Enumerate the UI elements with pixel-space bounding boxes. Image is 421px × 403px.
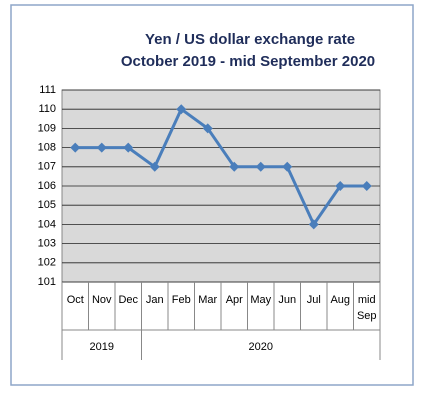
x-tick-label: Nov: [91, 294, 112, 306]
x-tick-label: mid Sep: [356, 294, 377, 322]
x-tick-label: Aug: [330, 294, 351, 306]
y-tick-label: 102: [38, 257, 56, 269]
x-tick-label: Mar: [198, 294, 218, 306]
marker: [202, 123, 213, 134]
x-tick-label: May: [250, 294, 272, 306]
marker: [282, 161, 293, 172]
x-tick-label: Jan: [145, 294, 164, 306]
y-tick-label: 108: [38, 142, 56, 154]
marker: [176, 104, 187, 115]
x-tick-label: Jun: [278, 294, 297, 306]
group-label: 2020: [249, 341, 273, 353]
x-tick-label: Jul: [306, 294, 321, 306]
y-tick-label: 101: [38, 276, 56, 288]
x-tick-label: Oct: [66, 294, 84, 306]
y-tick-label: 111: [39, 84, 56, 96]
marker: [255, 161, 266, 172]
x-tick-label: Dec: [118, 294, 139, 306]
group-label: 2019: [90, 341, 114, 353]
y-tick-label: 105: [38, 199, 56, 211]
y-tick-label: 110: [38, 103, 56, 115]
marker: [96, 142, 107, 153]
marker: [361, 181, 372, 191]
y-tick-label: 103: [38, 238, 56, 250]
chart-subtitle: October 2019 - mid September 2020: [121, 53, 375, 70]
x-tick-label: Apr: [225, 294, 243, 306]
marker: [123, 142, 134, 153]
y-tick-label: 106: [38, 180, 56, 192]
y-tick-label: 104: [38, 218, 56, 230]
marker: [308, 219, 319, 230]
marker: [229, 161, 240, 172]
marker: [335, 181, 346, 191]
marker: [149, 161, 160, 172]
marker: [70, 142, 81, 153]
x-tick-label: Feb: [171, 294, 191, 306]
chart-title: Yen / US dollar exchange rate: [145, 31, 355, 48]
y-tick-label: 109: [38, 122, 56, 134]
y-tick-label: 107: [38, 161, 56, 173]
